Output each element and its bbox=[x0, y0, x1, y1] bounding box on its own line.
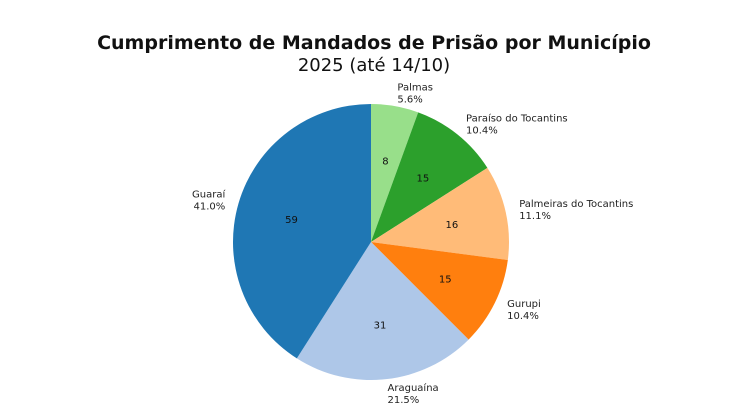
pie-slice bbox=[371, 242, 508, 340]
chart-subtitle: 2025 (até 14/10) bbox=[297, 55, 451, 76]
chart-title: Cumprimento de Mandados de Prisão por Mu… bbox=[97, 32, 651, 54]
slice-label: Gurupi 10.4% bbox=[507, 299, 541, 322]
pie-slice bbox=[371, 112, 488, 242]
slice-percent: 21.5% bbox=[388, 395, 420, 406]
slice-value-label: 15 bbox=[416, 173, 429, 184]
slice-label: Guaraí 41.0% bbox=[192, 189, 226, 213]
slice-percent: 41.0% bbox=[193, 202, 225, 213]
slice-percent: 10.4% bbox=[507, 311, 539, 322]
pie-slice bbox=[296, 242, 469, 381]
slice-value-label: 15 bbox=[439, 275, 452, 286]
slice-value-label: 16 bbox=[445, 220, 458, 231]
slice-name: Araguaína bbox=[388, 382, 439, 394]
slice-name: Paraíso do Tocantins bbox=[466, 113, 568, 125]
slice-label: Palmas 5.6% bbox=[397, 83, 433, 106]
slice-value-label: 31 bbox=[374, 320, 387, 331]
slice-name: Palmeiras do Tocantins bbox=[519, 199, 633, 210]
slice-label: Palmeiras do Tocantins 11.1% bbox=[519, 199, 633, 222]
slice-value-label: 59 bbox=[285, 215, 298, 226]
slice-percent: 5.6% bbox=[397, 95, 422, 106]
slice-percent: 11.1% bbox=[519, 211, 551, 222]
slice-label: Paraíso do Tocantins 10.4% bbox=[466, 113, 568, 137]
pie-slice bbox=[371, 167, 509, 261]
pie-slice bbox=[371, 104, 419, 242]
slice-name: Gurupi bbox=[507, 299, 541, 310]
slice-value-label: 8 bbox=[382, 156, 388, 167]
pie-slice bbox=[233, 104, 371, 359]
slice-percent: 10.4% bbox=[466, 126, 498, 137]
slice-name: Palmas bbox=[397, 83, 433, 94]
slice-label: Araguaína 21.5% bbox=[388, 382, 439, 406]
slice-name: Guaraí bbox=[192, 189, 226, 201]
